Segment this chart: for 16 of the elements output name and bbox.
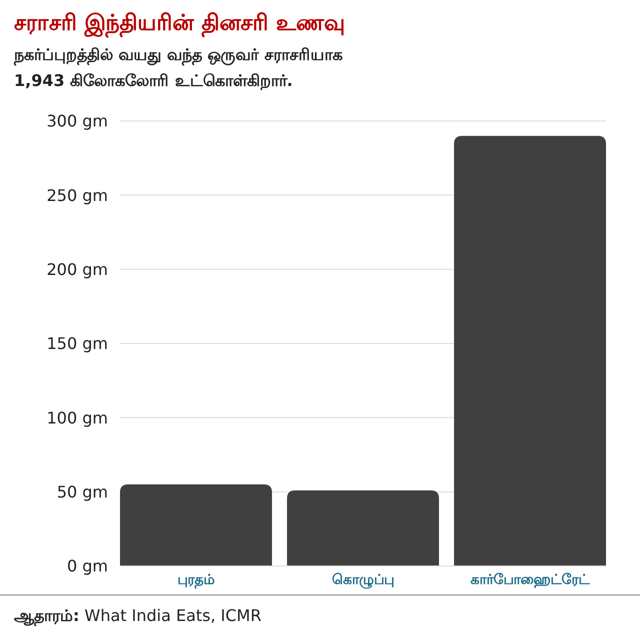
bar [287,490,439,566]
y-tick-label: 300 gm [46,112,108,131]
y-tick-label: 50 gm [56,482,108,502]
x-tick-label: கொழுப்பு [332,572,394,589]
chart-title: சராசரி இந்தியரின் தினசரி உணவு [14,11,345,38]
chart-subtitle: நகர்ப்புறத்தில் வயது வந்த ஒருவர் சராசரியாக 1,943 கிலோகலோரி உட்கொள்கிறார். [13,45,342,90]
text: ஆதாரம்: What India Eats, ICMR [14,606,262,626]
y-tick-label: 100 gm [46,408,108,428]
x-tick-label: கார்போஹைட்ரேட் [470,572,591,588]
y-tick-label: 0 gm [66,556,108,576]
y-tick-label: 150 gm [46,334,108,354]
bar [120,484,272,566]
y-tick-label: 250 gm [46,186,108,205]
y-tick-label: 200 gm [46,260,108,279]
x-tick-label: புரதம் [177,572,214,589]
bar [454,136,606,566]
